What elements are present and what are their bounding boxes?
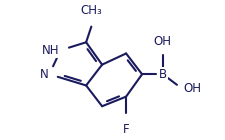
Text: F: F: [123, 123, 129, 136]
Text: NH: NH: [42, 44, 59, 57]
Text: N: N: [40, 68, 49, 81]
Text: CH₃: CH₃: [80, 4, 102, 18]
Text: B: B: [159, 68, 167, 81]
Text: OH: OH: [183, 82, 201, 95]
Text: OH: OH: [154, 35, 172, 48]
